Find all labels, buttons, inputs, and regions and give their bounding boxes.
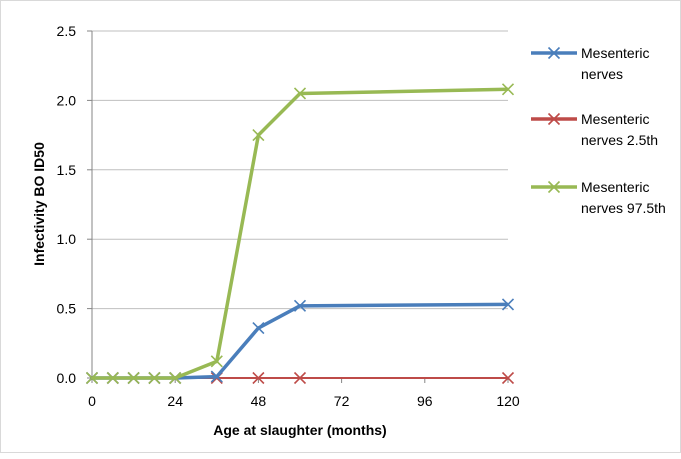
y-tick-label: 1.0	[57, 231, 77, 247]
data-point	[252, 129, 265, 142]
y-axis-title: Infectivity BO ID50	[31, 142, 47, 266]
legend-marker	[547, 180, 561, 194]
x-tick-label: 24	[167, 393, 183, 409]
series-line	[92, 87, 509, 380]
axes	[87, 30, 509, 383]
gridlines	[92, 30, 508, 310]
data-point	[293, 299, 307, 312]
data-point	[210, 370, 223, 383]
legend-label: nerves	[581, 66, 623, 82]
data-point	[85, 371, 99, 385]
data-point	[293, 371, 307, 385]
legend-item: Mesenteric nerves 2.5th	[531, 111, 658, 148]
series-layer	[85, 83, 515, 385]
legend-label: Mesenteric	[581, 111, 649, 127]
data-point	[169, 371, 182, 385]
legend-label: Mesenteric	[581, 45, 649, 61]
x-tick-label: 72	[334, 393, 350, 409]
legend-item: Mesenteric nerves 97.5th	[531, 179, 666, 216]
x-tick-label: 96	[417, 393, 433, 409]
series-2	[85, 83, 515, 385]
data-point	[127, 371, 140, 385]
x-tick-label: 0	[88, 393, 96, 409]
legend-marker	[547, 112, 561, 126]
legend-item: Mesenteric nerves	[531, 45, 649, 82]
y-tick-label: 2.0	[57, 92, 77, 108]
y-tick-labels: 0.0 0.5 1.0 1.5 2.0 2.5	[57, 23, 77, 386]
data-point	[501, 298, 515, 311]
series-line	[92, 302, 509, 380]
legend-label: nerves 2.5th	[581, 132, 658, 148]
y-tick-label: 0.5	[57, 301, 77, 317]
legend-marker	[547, 46, 561, 60]
x-axis-title: Age at slaughter (months)	[213, 422, 386, 438]
legend-label: nerves 97.5th	[581, 200, 666, 216]
y-tick-label: 0.0	[57, 370, 77, 386]
y-tick-label: 2.5	[57, 23, 77, 39]
data-point	[252, 371, 265, 385]
x-tick-labels: 0 24 48 72 96 120	[88, 393, 520, 409]
data-point	[252, 321, 265, 335]
data-point	[210, 355, 223, 368]
legend-label: Mesenteric	[581, 179, 649, 195]
y-tick-label: 1.5	[57, 162, 77, 178]
series-0	[85, 298, 515, 385]
data-point	[106, 371, 119, 385]
x-tick-label: 48	[251, 393, 267, 409]
data-point	[501, 371, 515, 385]
data-point	[148, 371, 161, 385]
data-point	[293, 87, 307, 100]
data-point	[501, 83, 515, 96]
x-tick-label: 120	[496, 393, 520, 409]
